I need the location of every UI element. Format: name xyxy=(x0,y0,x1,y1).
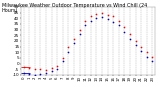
Point xyxy=(117,24,120,26)
Point xyxy=(22,72,25,73)
Point xyxy=(151,56,154,57)
Point xyxy=(117,20,120,21)
Point xyxy=(67,52,70,53)
Point xyxy=(61,61,64,62)
Point xyxy=(129,33,131,35)
Point xyxy=(50,71,53,72)
Point xyxy=(39,73,42,74)
Point xyxy=(84,20,86,21)
Point xyxy=(73,38,75,39)
Point xyxy=(112,15,115,17)
Point xyxy=(28,73,30,74)
Point xyxy=(56,68,59,70)
Point xyxy=(50,67,53,69)
Point xyxy=(106,14,109,16)
Point xyxy=(146,52,148,53)
Point xyxy=(67,46,70,47)
Point xyxy=(134,45,137,46)
Point xyxy=(123,27,126,28)
Point xyxy=(140,50,142,52)
Point xyxy=(89,20,92,21)
Point xyxy=(61,57,64,59)
Point xyxy=(28,67,30,69)
Point xyxy=(106,19,109,20)
Point xyxy=(101,12,103,13)
Point xyxy=(95,13,98,14)
Point xyxy=(151,61,154,62)
Point xyxy=(78,33,81,35)
Point xyxy=(89,15,92,17)
Point xyxy=(140,46,142,47)
Point xyxy=(123,31,126,33)
Point xyxy=(22,66,25,68)
Point xyxy=(45,70,47,71)
Text: Milwaukee Weather Outdoor Temperature vs Wind Chill (24 Hours): Milwaukee Weather Outdoor Temperature vs… xyxy=(2,3,147,13)
Point xyxy=(112,21,115,22)
Point xyxy=(73,42,75,44)
Point xyxy=(134,40,137,42)
Point xyxy=(129,38,131,39)
Point xyxy=(101,16,103,18)
Point xyxy=(95,18,98,19)
Point xyxy=(56,65,59,66)
Point xyxy=(34,74,36,76)
Point xyxy=(146,56,148,57)
Point xyxy=(78,29,81,30)
Point xyxy=(34,68,36,70)
Point xyxy=(39,68,42,70)
Point xyxy=(84,24,86,26)
Point xyxy=(45,72,47,73)
